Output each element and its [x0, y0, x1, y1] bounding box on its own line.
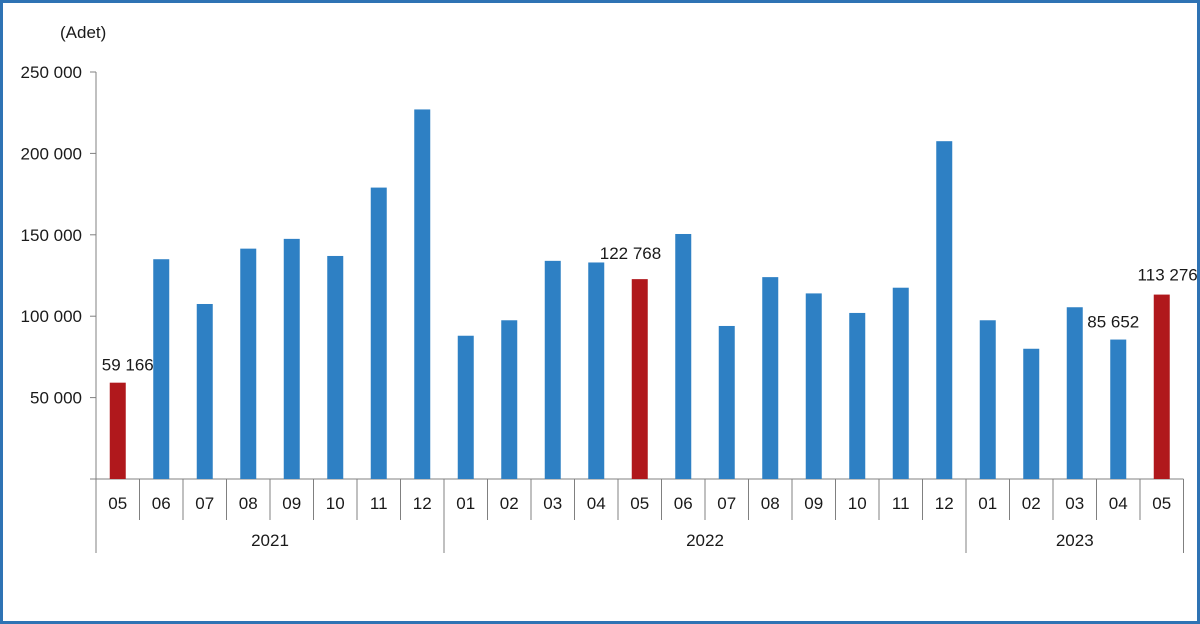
- bar: [109, 382, 126, 479]
- bar: [1066, 307, 1083, 479]
- y-tick-label: 200 000: [21, 144, 82, 163]
- x-category-label: 04: [587, 494, 606, 513]
- x-category-label: 12: [935, 494, 954, 513]
- x-category-label: 05: [630, 494, 649, 513]
- bar: [631, 279, 648, 479]
- data-label: 113 276: [1138, 266, 1198, 285]
- bar: [1023, 348, 1040, 479]
- y-tick-label: 150 000: [21, 226, 82, 245]
- x-category-label: 10: [326, 494, 345, 513]
- y-tick-label: 250 000: [21, 63, 82, 82]
- bar: [718, 325, 735, 479]
- x-category-label: 09: [804, 494, 823, 513]
- data-label: 122 768: [600, 244, 661, 263]
- y-tick-label: 100 000: [21, 307, 82, 326]
- y-tick-label: 50 000: [30, 389, 82, 408]
- bar: [1153, 294, 1170, 479]
- x-category-label: 11: [370, 494, 388, 513]
- x-category-label: 06: [152, 494, 171, 513]
- x-category-label: 03: [1065, 494, 1084, 513]
- x-category-label: 09: [282, 494, 301, 513]
- bar: [979, 320, 996, 479]
- x-category-label: 01: [456, 494, 475, 513]
- year-label: 2022: [686, 531, 724, 550]
- x-category-label: 10: [848, 494, 867, 513]
- x-category-label: 08: [761, 494, 780, 513]
- x-category-label: 02: [1022, 494, 1041, 513]
- bar: [153, 259, 170, 479]
- x-category-label: 11: [892, 494, 910, 513]
- bar: [240, 248, 257, 479]
- bar: [936, 141, 953, 479]
- year-label: 2021: [251, 531, 289, 550]
- bar: [675, 233, 692, 479]
- data-label: 85 652: [1087, 313, 1139, 332]
- bar: [544, 260, 561, 479]
- bar: [457, 335, 474, 479]
- data-label: 59 166: [102, 356, 154, 375]
- x-category-label: 06: [674, 494, 693, 513]
- bar: [327, 255, 344, 479]
- x-category-label: 05: [108, 494, 127, 513]
- year-label: 2023: [1056, 531, 1094, 550]
- bar: [283, 238, 300, 479]
- bar: [588, 262, 605, 479]
- x-category-label: 05: [1152, 494, 1171, 513]
- x-category-label: 08: [239, 494, 258, 513]
- x-category-label: 12: [413, 494, 432, 513]
- bar: [370, 187, 387, 479]
- unit-label: (Adet): [60, 23, 106, 42]
- x-category-label: 04: [1109, 494, 1128, 513]
- bar: [1110, 339, 1127, 479]
- x-category-label: 07: [717, 494, 736, 513]
- bar: [805, 293, 822, 479]
- bar: [849, 312, 866, 479]
- bar: [892, 287, 909, 479]
- x-category-label: 03: [543, 494, 562, 513]
- bar: [196, 303, 213, 479]
- bar: [762, 277, 779, 479]
- bar: [501, 320, 518, 479]
- x-category-label: 07: [195, 494, 214, 513]
- x-category-label: 02: [500, 494, 519, 513]
- bar: [414, 109, 431, 479]
- x-category-label: 01: [978, 494, 997, 513]
